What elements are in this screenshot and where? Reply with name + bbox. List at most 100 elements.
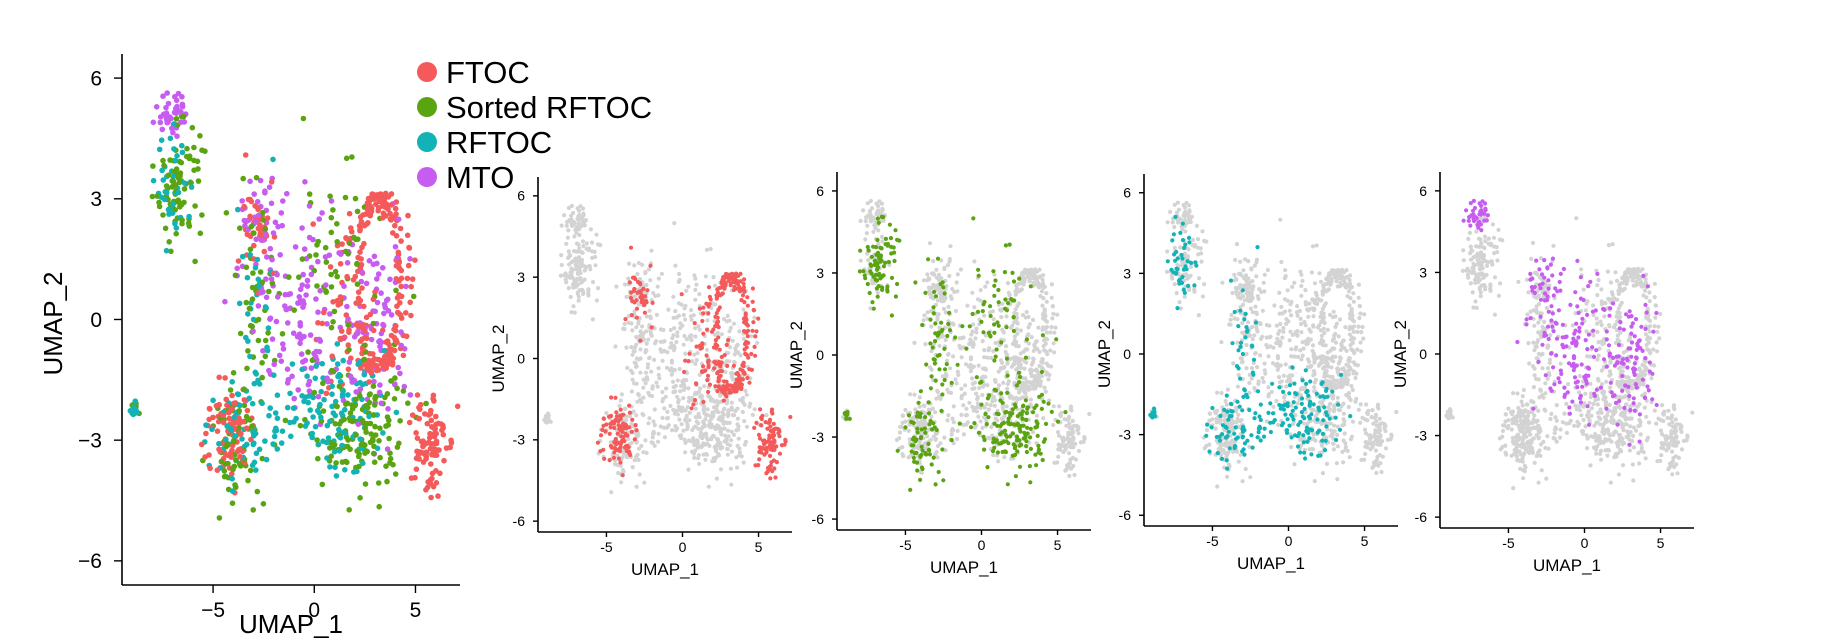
data-point xyxy=(334,239,341,245)
data-point xyxy=(306,388,313,394)
data-point xyxy=(970,311,975,317)
data-point xyxy=(368,364,374,371)
data-point xyxy=(734,455,739,460)
data-point xyxy=(581,289,586,294)
data-point xyxy=(176,179,183,186)
data-point xyxy=(592,249,597,254)
data-point xyxy=(1076,431,1081,436)
data-point xyxy=(939,320,944,325)
data-point xyxy=(691,313,696,318)
data-point xyxy=(713,314,718,319)
data-point xyxy=(619,392,625,397)
data-point xyxy=(931,421,936,426)
data-point xyxy=(618,398,623,403)
data-point xyxy=(948,244,953,249)
data-point xyxy=(150,163,156,169)
data-point xyxy=(963,413,969,418)
data-point xyxy=(1029,362,1034,367)
data-point xyxy=(687,410,692,415)
data-point xyxy=(1036,443,1041,448)
data-point xyxy=(687,351,692,356)
data-point xyxy=(273,425,279,432)
data-point xyxy=(736,379,742,384)
data-point xyxy=(728,443,733,448)
data-point xyxy=(357,386,364,392)
data-point xyxy=(361,303,367,310)
data-point xyxy=(272,219,279,226)
data-point xyxy=(630,377,635,382)
y-tick-label: 6 xyxy=(90,67,102,90)
data-point xyxy=(947,328,953,333)
data-point xyxy=(1054,337,1059,342)
data-point xyxy=(1010,431,1016,436)
data-point xyxy=(749,334,754,339)
data-point xyxy=(651,290,656,296)
data-point xyxy=(1070,429,1075,435)
data-point xyxy=(173,230,179,237)
data-point xyxy=(993,354,998,359)
data-point xyxy=(634,315,640,320)
data-point xyxy=(718,393,723,398)
data-point xyxy=(315,258,321,265)
data-point xyxy=(630,417,635,422)
data-point xyxy=(374,445,381,452)
data-point xyxy=(887,222,893,227)
data-point xyxy=(222,298,228,305)
data-point xyxy=(424,484,431,491)
data-point xyxy=(1043,421,1049,426)
data-point xyxy=(393,287,399,294)
data-point xyxy=(344,273,350,280)
data-point xyxy=(737,329,742,334)
data-point xyxy=(745,303,750,308)
data-point xyxy=(296,274,302,281)
data-point xyxy=(674,339,679,345)
data-point xyxy=(954,280,959,285)
data-point xyxy=(1063,410,1068,415)
data-point xyxy=(1040,303,1045,308)
data-point xyxy=(229,392,235,399)
data-point xyxy=(921,318,926,323)
data-point xyxy=(1004,325,1009,330)
data-point xyxy=(324,422,331,429)
data-point xyxy=(1018,374,1023,380)
data-point xyxy=(923,415,928,420)
data-point xyxy=(311,389,318,396)
data-point xyxy=(1051,341,1056,346)
data-point xyxy=(277,252,284,258)
data-point xyxy=(648,263,653,268)
data-point xyxy=(406,244,412,251)
data-point xyxy=(216,374,222,381)
data-point xyxy=(1199,259,1204,264)
data-point xyxy=(759,450,764,455)
data-point xyxy=(581,213,586,218)
data-point xyxy=(1082,435,1087,440)
data-point xyxy=(1311,314,1316,319)
data-point xyxy=(410,293,417,300)
data-point xyxy=(693,381,699,386)
data-point xyxy=(429,470,436,477)
data-point xyxy=(319,360,326,367)
data-point xyxy=(753,334,758,339)
data-point xyxy=(179,142,185,149)
data-point xyxy=(1039,369,1044,375)
x-tick-label: 0 xyxy=(679,539,687,555)
data-point xyxy=(740,293,746,298)
data-point xyxy=(621,326,626,331)
data-point xyxy=(357,227,363,234)
data-point xyxy=(888,236,894,241)
data-point xyxy=(1018,442,1023,447)
data-point xyxy=(359,346,366,352)
data-point xyxy=(964,422,969,427)
data-point xyxy=(595,440,601,445)
data-point xyxy=(388,346,395,353)
data-point xyxy=(738,367,743,372)
data-point xyxy=(682,333,687,339)
data-point xyxy=(315,455,321,462)
data-point xyxy=(949,432,954,437)
data-point xyxy=(632,381,637,386)
data-point xyxy=(616,423,621,428)
data-point xyxy=(224,402,230,409)
data-point xyxy=(673,263,678,268)
data-point xyxy=(714,296,719,301)
data-point xyxy=(366,391,373,398)
